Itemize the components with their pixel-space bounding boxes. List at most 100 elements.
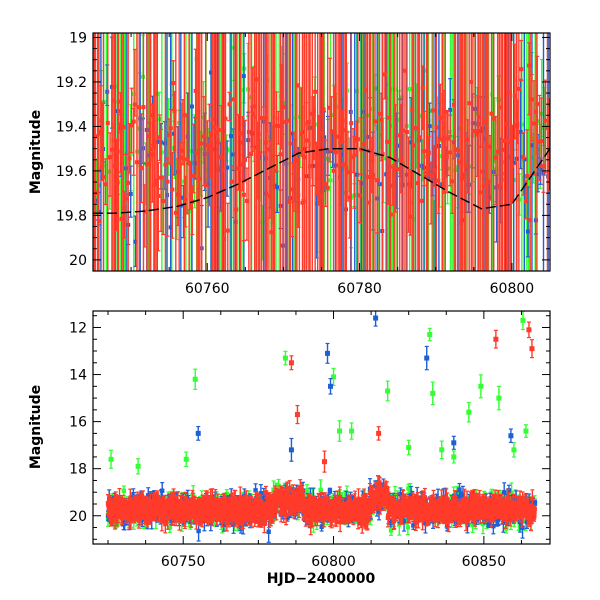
top-red-point [448, 114, 453, 187]
bottom-x-tick-label: 60850 [462, 554, 507, 570]
bottom-green-outlier [439, 440, 445, 460]
top-panel-series [93, 33, 550, 271]
bottom-x-tick-label: 60750 [161, 554, 206, 570]
top-panel: 60760 60780 60800 19 19.2 19.4 19.6 19.8 20 Magn… [28, 30, 551, 297]
top-red-point [459, 33, 464, 271]
top-red-point [302, 33, 307, 271]
top-red-point [419, 33, 424, 271]
top-red-point [217, 33, 222, 271]
bottom-red-outlier [322, 450, 328, 473]
top-red-point [480, 33, 485, 271]
top-red-point [306, 33, 311, 271]
top-red-point [424, 33, 429, 271]
top-x-tick-label: 60760 [185, 281, 230, 297]
top-red-point [96, 33, 101, 271]
top-red-point [460, 33, 465, 271]
bottom-y-tick-label: 12 [69, 320, 87, 336]
bottom-green-outlier [466, 401, 472, 423]
top-red-point [129, 87, 134, 154]
top-red-point [534, 33, 539, 271]
top-red-point [141, 33, 146, 271]
bottom-green-outlier [427, 327, 433, 342]
top-y-tick-label: 19 [69, 30, 87, 46]
top-red-point [285, 33, 290, 271]
bottom-green-outlier [135, 458, 141, 475]
top-red-point [385, 33, 390, 271]
bottom-green-outlier [478, 374, 484, 399]
top-red-point [415, 33, 420, 271]
top-red-point [223, 33, 228, 271]
bottom-green-outlier [108, 449, 114, 469]
top-red-point [491, 33, 496, 271]
bottom-blue-outlier [288, 437, 294, 462]
top-red-point [470, 33, 475, 271]
top-red-point [310, 33, 315, 271]
top-red-point [313, 33, 318, 271]
top-red-point [187, 33, 192, 271]
top-red-point [504, 33, 509, 271]
top-blue-point [319, 33, 324, 271]
top-blue-point [511, 33, 516, 271]
top-blue-point [212, 33, 217, 271]
top-red-point [436, 136, 441, 215]
bottom-green-outlier [183, 451, 189, 468]
top-red-point [519, 39, 524, 82]
top-y-tick-label: 19.8 [56, 208, 87, 224]
top-red-point [529, 74, 534, 142]
top-red-point [476, 33, 481, 271]
bottom-green-outlier [282, 350, 288, 366]
top-red-point [131, 107, 136, 176]
top-red-point [505, 33, 510, 271]
top-y-tick-label: 19.6 [56, 164, 87, 180]
top-green-point [146, 33, 151, 271]
top-blue-point [138, 33, 143, 271]
top-red-point [400, 33, 405, 271]
top-red-point [304, 33, 309, 271]
top-red-point [431, 33, 436, 271]
top-red-point [297, 33, 302, 271]
top-panel-ylabel: Magnitude [28, 110, 44, 194]
top-red-point [173, 33, 178, 271]
top-red-point [210, 33, 215, 271]
top-red-point [159, 128, 164, 232]
bottom-green-outlier [349, 422, 355, 440]
top-red-point [327, 57, 332, 163]
top-red-point [318, 33, 323, 271]
bottom-blue-outlier [424, 345, 430, 371]
bottom-panel-xlabel: HJD−2400000 [267, 571, 376, 587]
top-red-point [508, 33, 513, 271]
top-red-point [108, 132, 113, 197]
top-blue-point [290, 33, 295, 271]
bottom-red-outlier [526, 321, 532, 339]
top-red-point [207, 103, 212, 207]
top-red-point [177, 33, 182, 271]
top-red-point [500, 33, 505, 271]
bottom-green-outlier [496, 385, 502, 411]
top-red-point [110, 33, 115, 271]
bottom-blue-outlier [195, 425, 201, 441]
top-red-point [392, 33, 397, 271]
top-red-point [123, 153, 128, 227]
top-red-point [528, 33, 533, 271]
top-red-point [321, 33, 326, 271]
top-red-point [363, 33, 368, 271]
top-red-point [364, 33, 369, 271]
top-red-point [191, 123, 196, 194]
top-red-point [137, 33, 142, 271]
bottom-blue-outlier [451, 435, 457, 450]
bottom-y-tick-label: 14 [69, 368, 87, 384]
bottom-green-outlier [451, 450, 457, 464]
top-y-tick-label: 20 [69, 253, 87, 269]
top-red-point [509, 33, 514, 271]
top-green-point [407, 33, 412, 271]
top-red-point [344, 33, 349, 271]
top-red-point [320, 33, 325, 271]
top-panel-model-curve [93, 147, 550, 214]
top-red-point [484, 33, 489, 271]
top-red-point [469, 33, 474, 271]
top-red-point [197, 33, 202, 271]
top-red-point [521, 132, 526, 196]
top-red-point [463, 33, 468, 271]
